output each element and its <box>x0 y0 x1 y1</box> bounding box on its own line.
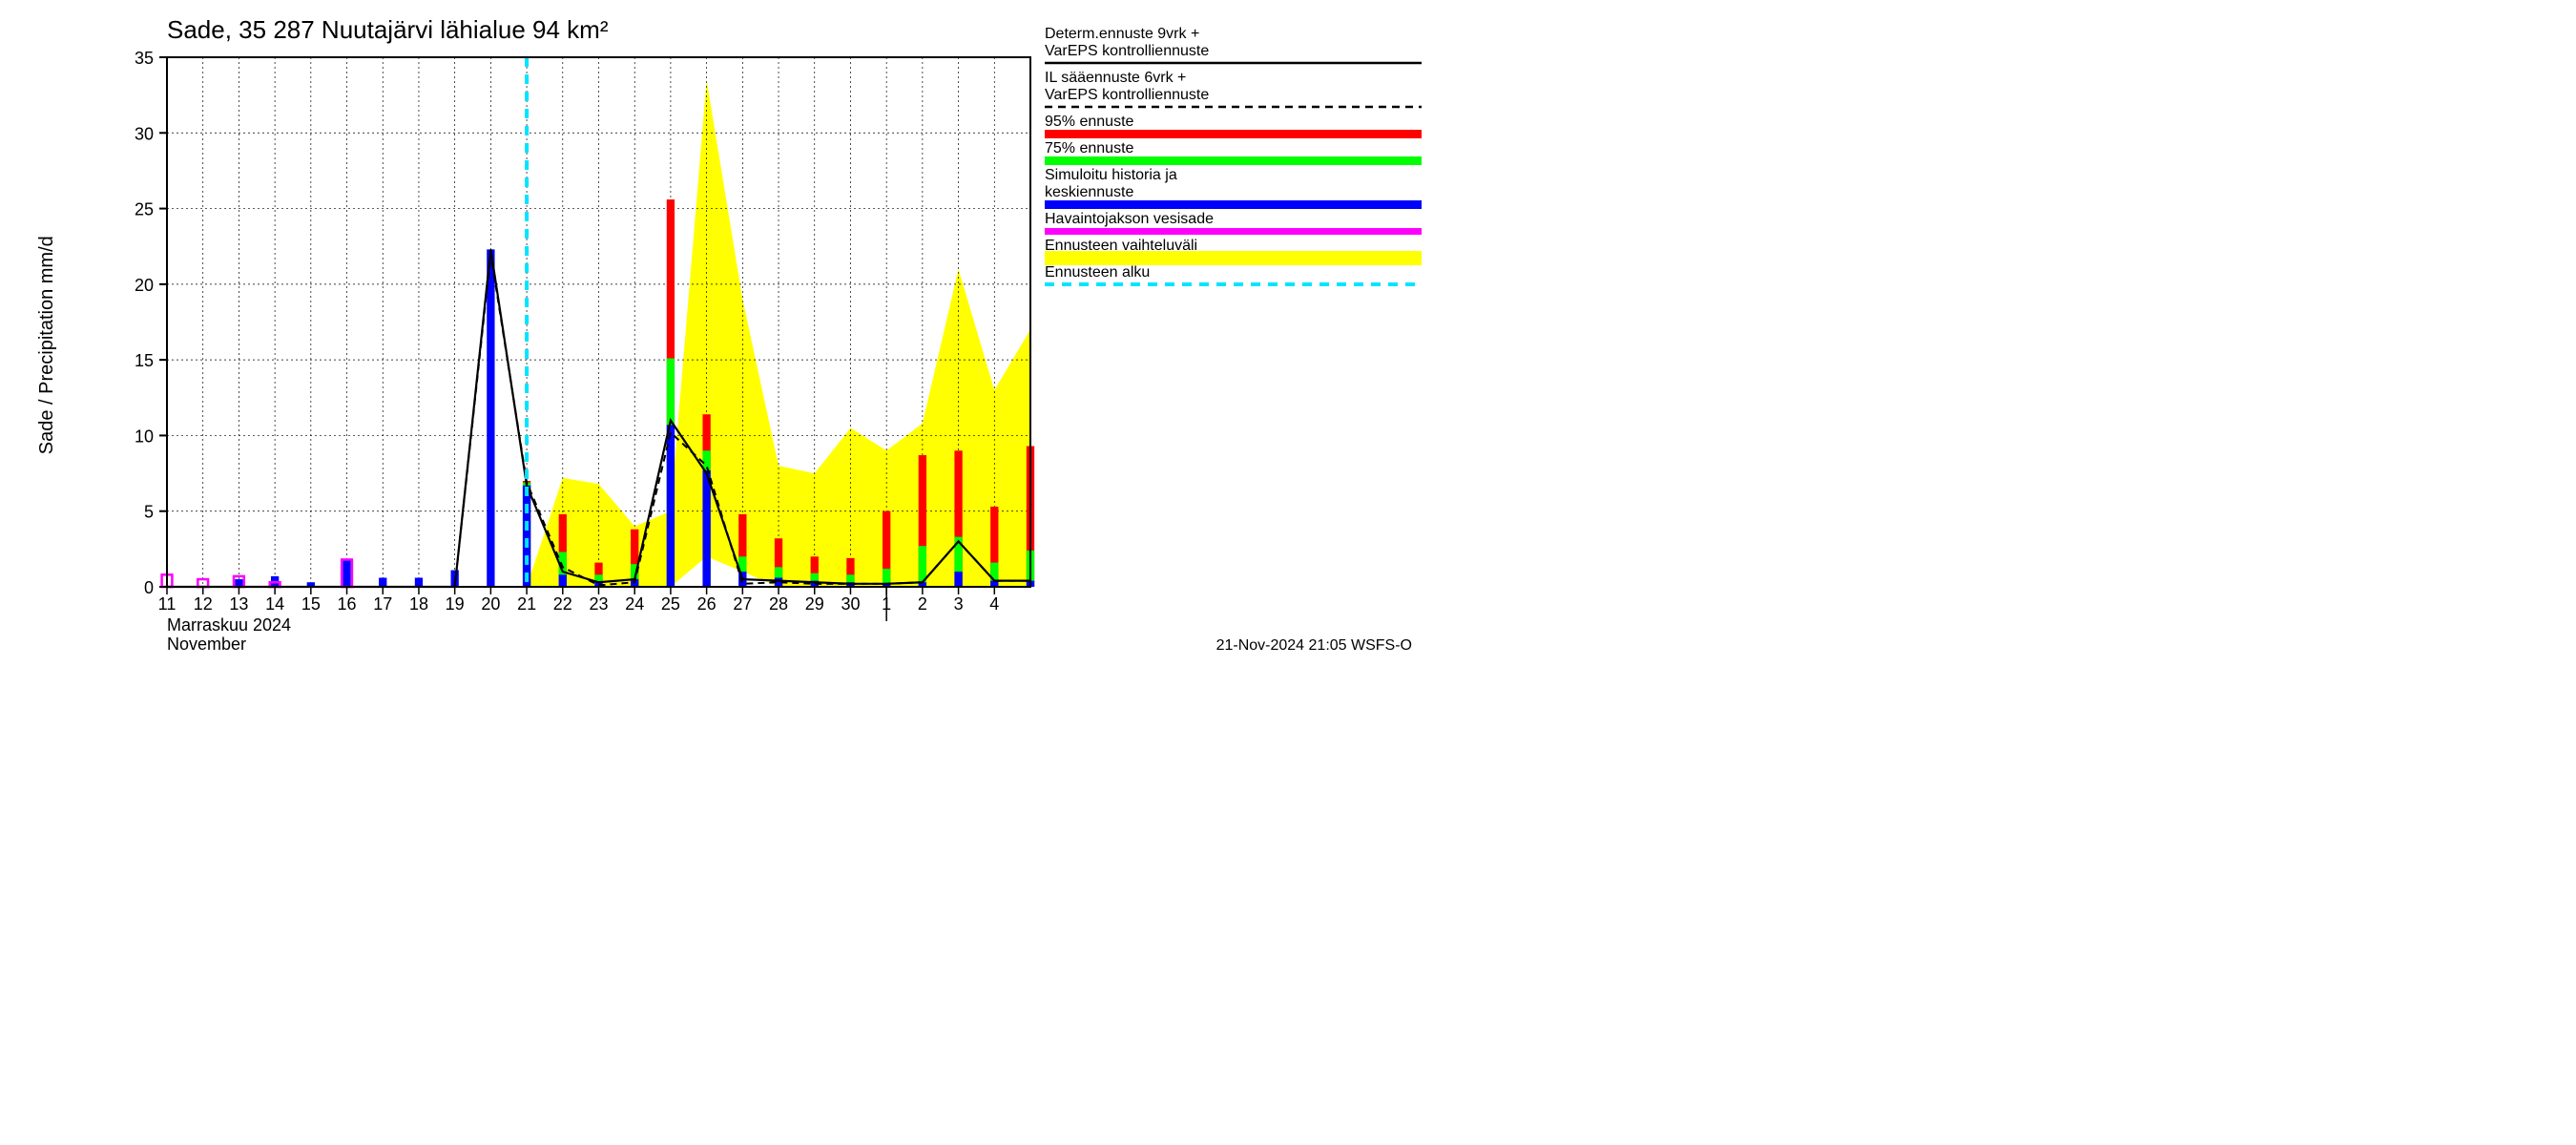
legend-label-1-b: VarEPS kontrolliennuste <box>1045 87 1209 103</box>
legend-label-4-b: keskiennuste <box>1045 184 1133 200</box>
bar-median <box>343 559 350 587</box>
ytick-label: 20 <box>135 276 154 295</box>
legend-swatch-green <box>1045 156 1422 165</box>
xtick-label: 29 <box>805 594 824 614</box>
xtick-label: 20 <box>481 594 500 614</box>
xtick-label: 30 <box>841 594 860 614</box>
month-label-fi: Marraskuu 2024 <box>167 615 291 635</box>
legend-label-0-b: VarEPS kontrolliennuste <box>1045 43 1209 59</box>
xtick-label: 27 <box>733 594 752 614</box>
bar-median <box>954 572 962 587</box>
xtick-label: 16 <box>338 594 357 614</box>
xtick-label: 17 <box>373 594 392 614</box>
xtick-label: 24 <box>625 594 644 614</box>
ytick-label: 15 <box>135 351 154 370</box>
legend: Determ.ennuste 9vrk +VarEPS kontrollienn… <box>1045 26 1422 284</box>
xtick-label: 22 <box>553 594 572 614</box>
xtick-label: 23 <box>589 594 608 614</box>
xtick-label: 12 <box>194 594 213 614</box>
legend-label-2-a: 95% ennuste <box>1045 114 1134 130</box>
bar-median <box>559 574 567 587</box>
legend-label-5-a: Havaintojakson vesisade <box>1045 211 1214 227</box>
bar-median <box>415 577 423 587</box>
ytick-label: 25 <box>135 200 154 219</box>
xtick-label: 26 <box>697 594 717 614</box>
xtick-label: 15 <box>301 594 321 614</box>
xtick-label: 18 <box>409 594 428 614</box>
chart-title: Sade, 35 287 Nuutajärvi lähialue 94 km² <box>167 15 609 44</box>
xtick-label: 19 <box>446 594 465 614</box>
month-label-en: November <box>167 635 246 654</box>
legend-label-0-a: Determ.ennuste 9vrk + <box>1045 26 1199 42</box>
bar-median <box>702 470 710 587</box>
xtick-label: 3 <box>954 594 964 614</box>
ytick-label: 10 <box>135 427 154 446</box>
legend-swatch-red <box>1045 130 1422 138</box>
bar-median <box>523 486 530 587</box>
legend-label-7-a: Ennusteen alku <box>1045 264 1150 281</box>
bar-median <box>379 577 386 587</box>
ytick-label: 35 <box>135 49 154 68</box>
xtick-label: 11 <box>158 594 177 614</box>
xtick-label: 28 <box>769 594 788 614</box>
ytick-label: 5 <box>144 503 154 522</box>
precipitation-chart: 0510152025303511121314151617181920212223… <box>0 0 1431 668</box>
legend-swatch-yellow <box>1045 251 1422 265</box>
xtick-label: 2 <box>918 594 927 614</box>
xtick-label: 14 <box>265 594 284 614</box>
legend-label-1-a: IL sääennuste 6vrk + <box>1045 70 1186 86</box>
bar-median <box>667 425 675 587</box>
bar-median <box>487 249 494 587</box>
legend-swatch-blue <box>1045 200 1422 209</box>
xtick-label: 13 <box>229 594 248 614</box>
xtick-label: 1 <box>882 594 891 614</box>
legend-swatch-magenta <box>1045 228 1422 235</box>
ytick-label: 30 <box>135 124 154 143</box>
xtick-label: 4 <box>989 594 999 614</box>
legend-label-3-a: 75% ennuste <box>1045 140 1134 156</box>
xtick-label: 21 <box>517 594 536 614</box>
xtick-label: 25 <box>661 594 680 614</box>
ytick-label: 0 <box>144 578 154 597</box>
footer-timestamp: 21-Nov-2024 21:05 WSFS-O <box>1216 637 1412 654</box>
y-axis-label: Sade / Precipitation mm/d <box>36 236 57 454</box>
legend-label-4-a: Simuloitu historia ja <box>1045 167 1177 183</box>
